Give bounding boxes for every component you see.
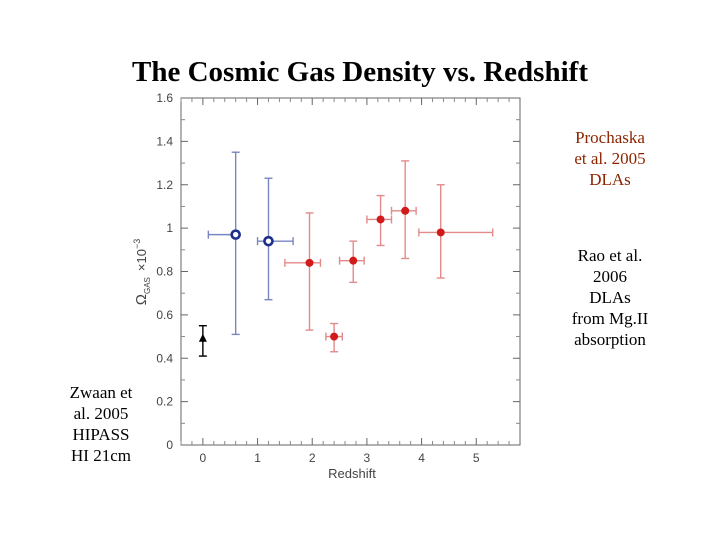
zwaan-line-1: Zwaan et [69, 383, 133, 402]
x-tick-label: 3 [364, 451, 371, 465]
rao-annotation: Rao et al. 2006 DLAs from Mg.II absorpti… [548, 245, 672, 350]
y-tick-label: 0.4 [156, 351, 173, 365]
zwaan-line-2: al. 2005 [73, 404, 129, 423]
y-axis-label: ΩGAS ×10−3 [132, 239, 152, 305]
svg-text:ΩGAS×10−3: ΩGAS ×10−3 [132, 239, 152, 305]
x-tick-label: 1 [254, 451, 261, 465]
x-tick-label: 4 [418, 451, 425, 465]
rao-line-3: DLAs [589, 288, 631, 307]
x-tick-label: 0 [200, 451, 207, 465]
y-tick-label: 1 [166, 221, 173, 235]
data-point-filled-circle [330, 332, 339, 341]
y-axis-omega: Ω [133, 294, 150, 305]
y-tick-label: 1.4 [156, 134, 173, 148]
data-point-filled-circle [436, 228, 445, 237]
data-point-filled-circle [349, 256, 358, 265]
prochaska-annotation: Prochaska et al. 2005 DLAs [548, 127, 672, 190]
y-tick-label: 0.2 [156, 395, 173, 409]
y-tick-label: 0 [166, 438, 173, 452]
prochaska-line-2: et al. 2005 [574, 149, 646, 168]
y-axis-sub: GAS [143, 277, 152, 294]
y-tick-label: 1.6 [156, 91, 173, 105]
y-tick-label: 0.8 [156, 265, 173, 279]
zwaan-line-4: HI 21cm [71, 446, 131, 465]
data-point-filled-circle [401, 206, 410, 215]
y-tick-label: 1.2 [156, 178, 173, 192]
prochaska-line-1: Prochaska [575, 128, 645, 147]
y-axis-factor: ×10 [134, 249, 149, 271]
data-point-filled-circle [376, 215, 385, 224]
data-point-filled-circle [305, 258, 314, 267]
y-tick-label: 0.6 [156, 308, 173, 322]
x-tick-label: 5 [473, 451, 480, 465]
data-point-open-circle [230, 229, 241, 240]
rao-line-4: from Mg.II [571, 309, 649, 328]
chart-title: The Cosmic Gas Density vs. Redshift [132, 56, 588, 88]
x-axis-label: Redshift [328, 466, 376, 481]
x-tick-label: 2 [309, 451, 316, 465]
zwaan-line-3: HIPASS [72, 425, 130, 444]
prochaska-line-3: DLAs [589, 170, 631, 189]
rao-line-5: absorption [574, 330, 646, 349]
y-axis-exp: −3 [132, 239, 142, 249]
data-point-triangle [198, 333, 207, 342]
data-point-open-circle [263, 235, 274, 247]
rao-line-1: Rao et al. [577, 246, 643, 265]
rao-line-2: 2006 [593, 267, 627, 286]
plot-frame [180, 97, 521, 446]
zwaan-annotation: Zwaan et al. 2005 HIPASS HI 21cm [56, 382, 146, 466]
